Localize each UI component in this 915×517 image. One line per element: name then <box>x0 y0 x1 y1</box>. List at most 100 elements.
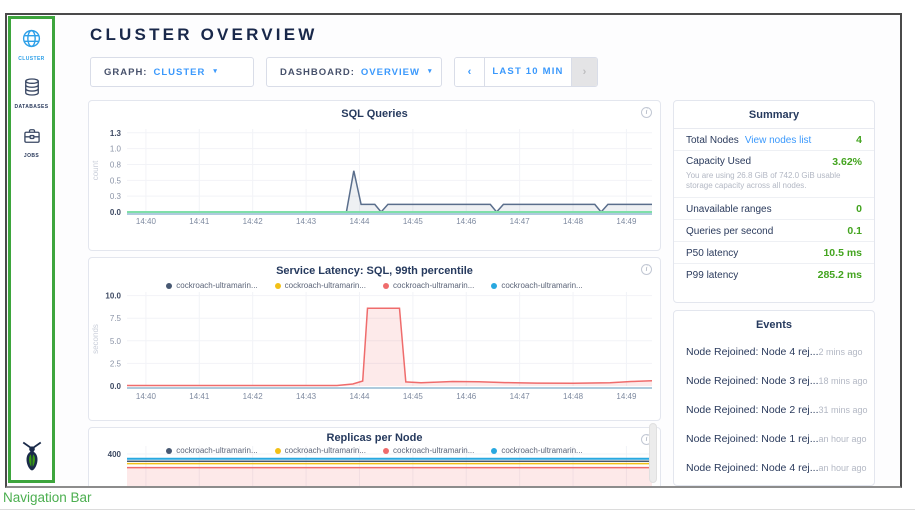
svg-text:14:41: 14:41 <box>189 392 210 401</box>
annotation-navigation-bar: Navigation Bar <box>3 490 92 505</box>
svg-text:400: 400 <box>108 450 122 459</box>
legend-item[interactable]: cockroach-ultramarin... <box>166 446 258 455</box>
legend-item[interactable]: cockroach-ultramarin... <box>166 281 258 290</box>
time-next-button[interactable]: › <box>571 58 597 86</box>
events-card: Events Node Rejoined: Node 4 rej... 2 mi… <box>673 310 875 486</box>
time-prev-button[interactable]: ‹ <box>455 58 485 86</box>
svg-text:0.5: 0.5 <box>110 176 122 185</box>
legend-dot-icon <box>274 447 281 454</box>
svg-text:14:48: 14:48 <box>563 217 584 226</box>
chart-legend: cockroach-ultramarin... cockroach-ultram… <box>89 446 660 455</box>
summary-card: Summary Total Nodes View nodes list 4 Cap… <box>673 100 875 303</box>
dashboard-dropdown[interactable]: DASHBOARD: OVERVIEW ▾ <box>266 57 442 87</box>
legend-item[interactable]: cockroach-ultramarin... <box>491 446 583 455</box>
graph-dropdown-value: CLUSTER <box>153 66 206 78</box>
sidebar-item-label: DATABASES <box>14 104 49 110</box>
event-row[interactable]: Node Rejoined: Node 2 rej... 31 mins ago <box>674 396 874 425</box>
summary-label: P50 latency <box>686 248 739 259</box>
sidebar-item-databases[interactable]: DATABASES <box>11 77 52 110</box>
event-time: 2 mins ago <box>818 347 863 357</box>
svg-text:count: count <box>91 160 100 180</box>
svg-text:14:47: 14:47 <box>510 217 531 226</box>
dashboard-dropdown-value: OVERVIEW <box>360 66 420 78</box>
legend-item[interactable]: cockroach-ultramarin... <box>383 281 474 290</box>
time-range-label[interactable]: LAST 10 MIN <box>492 66 564 77</box>
info-icon[interactable]: i <box>641 107 652 118</box>
page-title: CLUSTER OVERVIEW <box>90 25 318 44</box>
app-window: CLUSTER DATABASES <box>5 13 902 488</box>
sidebar-item-cluster[interactable]: CLUSTER <box>11 28 52 62</box>
briefcase-icon <box>22 129 42 150</box>
legend-label: cockroach-ultramarin... <box>393 446 475 455</box>
service-latency-panel: 14:40 14:41 14:42 14:43 14:44 14:45 14:46 14:47… <box>88 257 661 421</box>
legend-item[interactable]: cockroach-ultramarin... <box>274 281 366 290</box>
legend-label: cockroach-ultramarin... <box>501 281 583 290</box>
events-title: Events <box>755 319 793 331</box>
event-row[interactable]: Node Rejoined: Node 4 rej... 2 mins ago <box>674 338 874 367</box>
svg-text:10.0: 10.0 <box>105 292 121 301</box>
event-text: Node Rejoined: Node 1 rej... <box>686 433 819 445</box>
navigation-bar: CLUSTER DATABASES <box>8 16 55 483</box>
replicas-per-node-panel: 400 Replicas per Node i cockroach-ultram… <box>88 427 661 486</box>
summary-value: 10.5 ms <box>823 247 862 259</box>
legend-dot-icon <box>166 447 173 454</box>
summary-row-qps: Queries per second 0.1 <box>674 220 874 242</box>
event-time: an hour ago <box>818 463 867 473</box>
scrollbar-thumb[interactable] <box>649 423 657 483</box>
replicas-per-node-chart[interactable]: 400 <box>89 428 660 486</box>
summary-label: Queries per second <box>686 226 774 237</box>
event-text: Node Rejoined: Node 4 rej... <box>686 346 819 358</box>
svg-text:14:44: 14:44 <box>349 392 370 401</box>
svg-text:14:47: 14:47 <box>510 392 531 401</box>
legend-dot-icon <box>491 282 498 289</box>
event-row[interactable]: Node Rejoined: Node 3 rej... 18 mins ago <box>674 367 874 396</box>
sidebar-item-label: CLUSTER <box>18 56 45 62</box>
svg-text:14:43: 14:43 <box>296 217 317 226</box>
svg-text:14:49: 14:49 <box>616 217 637 226</box>
legend-item[interactable]: cockroach-ultramarin... <box>274 446 366 455</box>
graph-dropdown-label: GRAPH: <box>104 66 148 78</box>
legend-item[interactable]: cockroach-ultramarin... <box>383 446 474 455</box>
chart-title: SQL Queries <box>341 108 408 120</box>
legend-dot-icon <box>274 282 281 289</box>
svg-text:14:44: 14:44 <box>349 217 370 226</box>
legend-label: cockroach-ultramarin... <box>176 446 258 455</box>
graph-dropdown[interactable]: GRAPH: CLUSTER ▾ <box>90 57 254 87</box>
legend-label: cockroach-ultramarin... <box>501 446 583 455</box>
summary-row-unavailable-ranges: Unavailable ranges 0 <box>674 198 874 220</box>
chart-legend: cockroach-ultramarin... cockroach-ultram… <box>89 281 660 290</box>
svg-text:1.3: 1.3 <box>110 129 122 138</box>
sql-queries-chart[interactable]: 14:40 14:41 14:42 14:43 14:44 14:45 14:46 14:47… <box>89 101 660 250</box>
info-icon[interactable]: i <box>641 264 652 275</box>
event-row[interactable]: Node Rejoined: Node 4 rej... an hour ago <box>674 454 874 483</box>
view-nodes-list-link[interactable]: View nodes list <box>744 135 812 146</box>
event-time: an hour ago <box>818 434 867 444</box>
svg-text:14:40: 14:40 <box>136 392 157 401</box>
svg-text:14:49: 14:49 <box>616 392 637 401</box>
bottom-divider <box>0 509 915 510</box>
legend-item[interactable]: cockroach-ultramarin... <box>491 281 583 290</box>
legend-label: cockroach-ultramarin... <box>284 281 366 290</box>
legend-label: cockroach-ultramarin... <box>176 281 258 290</box>
svg-text:0.0: 0.0 <box>110 208 122 217</box>
legend-label: cockroach-ultramarin... <box>284 446 366 455</box>
summary-row-capacity: Capacity Used 3.62% You are using 26.8 G… <box>674 151 874 198</box>
service-latency-chart[interactable]: 14:40 14:41 14:42 14:43 14:44 14:45 14:46 14:47… <box>89 258 660 420</box>
event-text: Node Rejoined: Node 4 rej... <box>686 462 819 474</box>
sql-queries-panel: 14:40 14:41 14:42 14:43 14:44 14:45 14:46 14:47… <box>88 100 661 251</box>
event-time: 31 mins ago <box>818 405 868 415</box>
svg-text:0.0: 0.0 <box>110 382 122 391</box>
globe-icon <box>21 29 42 53</box>
svg-text:14:46: 14:46 <box>456 392 477 401</box>
cockroachdb-logo-icon[interactable] <box>11 441 52 477</box>
summary-value: 285.2 ms <box>817 269 862 281</box>
event-row[interactable]: Node Rejoined: Node 1 rej... an hour ago <box>674 425 874 454</box>
legend-dot-icon <box>166 282 173 289</box>
svg-text:1.0: 1.0 <box>110 145 122 154</box>
sidebar-item-label: JOBS <box>23 153 40 159</box>
event-time: 18 mins ago <box>818 376 868 386</box>
svg-text:2.5: 2.5 <box>110 359 122 368</box>
sidebar-item-jobs[interactable]: JOBS <box>11 126 52 159</box>
chevron-down-icon: ▾ <box>427 68 433 75</box>
summary-value: 3.62% <box>832 156 862 168</box>
